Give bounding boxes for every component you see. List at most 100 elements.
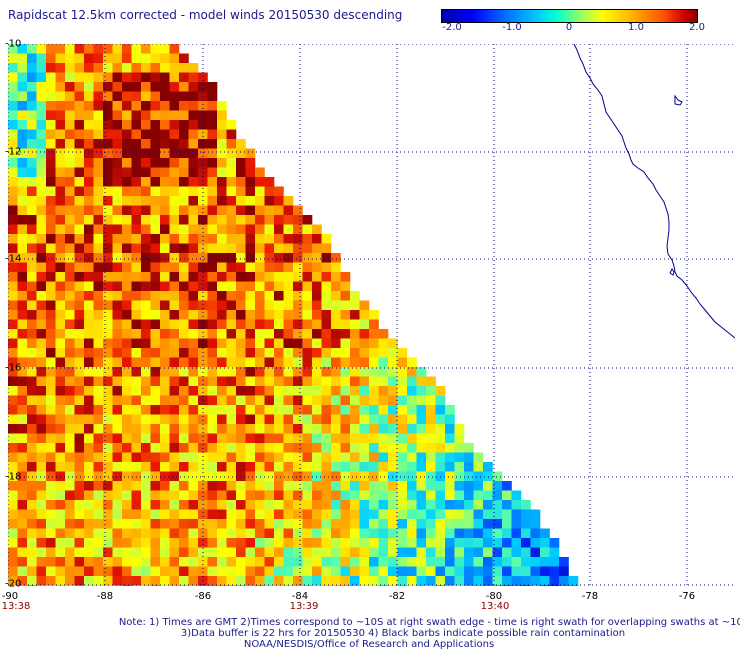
wind-cell (426, 405, 436, 415)
wind-cell (93, 262, 104, 273)
wind-cell (217, 205, 227, 216)
wind-cell (435, 557, 446, 567)
wind-cell (55, 386, 66, 396)
wind-cell (217, 262, 227, 273)
wind-cell (331, 329, 341, 339)
wind-cell (255, 414, 265, 425)
wind-cell (27, 300, 37, 311)
wind-cell (255, 281, 265, 292)
wind-cell (378, 357, 389, 368)
wind-cell (141, 139, 151, 149)
wind-cell (103, 462, 113, 472)
wind-cell (36, 471, 47, 482)
wind-cell (122, 44, 132, 54)
wind-cell (27, 395, 37, 406)
wind-cell (188, 196, 199, 206)
wind-cell (179, 538, 189, 548)
wind-cell (65, 158, 75, 168)
wind-cell (340, 414, 351, 425)
wind-cell (46, 519, 56, 529)
wind-cell (245, 357, 256, 368)
wind-cell (283, 291, 294, 301)
wind-cell (435, 414, 446, 425)
wind-cell (84, 262, 94, 273)
wind-cell (521, 566, 531, 577)
wind-cell (226, 196, 237, 206)
wind-cell (502, 500, 512, 510)
wind-cell (321, 538, 332, 548)
wind-cell (435, 509, 446, 520)
wind-cell (397, 528, 408, 539)
wind-cell (340, 338, 351, 349)
wind-cell (93, 44, 104, 54)
wind-cell (331, 452, 341, 463)
wind-cell (74, 72, 85, 83)
wind-cell (350, 519, 360, 529)
wind-cell (255, 186, 265, 197)
wind-cell (169, 367, 180, 377)
wind-cell (122, 443, 132, 453)
wind-cell (245, 481, 256, 491)
wind-cell (264, 262, 275, 273)
wind-cell (226, 186, 237, 197)
wind-cell (93, 215, 104, 225)
wind-cell (454, 557, 465, 567)
wind-cell (17, 405, 28, 415)
wind-cell (131, 357, 142, 368)
wind-cell (255, 471, 265, 482)
wind-cell (378, 329, 389, 339)
wind-cell (331, 566, 341, 577)
wind-cell (264, 338, 275, 349)
wind-cell (283, 367, 294, 377)
wind-cell (502, 547, 512, 558)
wind-cell (84, 433, 94, 444)
wind-cell (521, 547, 531, 558)
wind-cell (207, 243, 218, 254)
wind-cell (245, 566, 256, 577)
wind-cell (188, 291, 199, 301)
wind-cell (321, 433, 332, 444)
wind-cell (141, 462, 151, 472)
wind-cell (131, 234, 142, 244)
wind-cell (84, 63, 94, 73)
wind-cell (74, 224, 85, 235)
wind-cell (331, 291, 341, 301)
wind-cell (65, 44, 75, 54)
wind-cell (112, 148, 123, 159)
wind-cell (492, 471, 503, 482)
wind-cell (207, 395, 218, 406)
wind-cell (350, 348, 360, 358)
wind-cell (207, 367, 218, 377)
wind-cell (416, 528, 427, 539)
wind-cell (207, 424, 218, 434)
wind-cell (198, 205, 208, 216)
wind-cell (217, 281, 227, 292)
wind-cell (122, 376, 132, 387)
wind-cell (198, 367, 208, 377)
wind-cell (55, 528, 66, 539)
wind-cell (84, 338, 94, 349)
wind-cell (407, 576, 417, 586)
wind-cell (226, 281, 237, 292)
wind-cell (245, 462, 256, 472)
wind-cell (36, 585, 47, 586)
wind-cell (27, 63, 37, 73)
wind-cell (160, 557, 170, 567)
y-tick-label: -20 (5, 578, 22, 590)
wind-cell (350, 538, 360, 548)
wind-cell (131, 481, 142, 491)
wind-cell (321, 395, 332, 406)
wind-cell (112, 205, 123, 216)
wind-cell (188, 281, 199, 292)
wind-cell (131, 101, 142, 111)
wind-cell (179, 177, 189, 187)
wind-cell (407, 585, 417, 586)
wind-cell (226, 433, 237, 444)
wind-cell (331, 557, 341, 567)
wind-cell (568, 576, 579, 586)
wind-cell (36, 405, 47, 415)
wind-cell (397, 376, 408, 387)
wind-cell (55, 376, 66, 387)
wind-cell (103, 566, 113, 577)
wind-cell (255, 405, 265, 415)
